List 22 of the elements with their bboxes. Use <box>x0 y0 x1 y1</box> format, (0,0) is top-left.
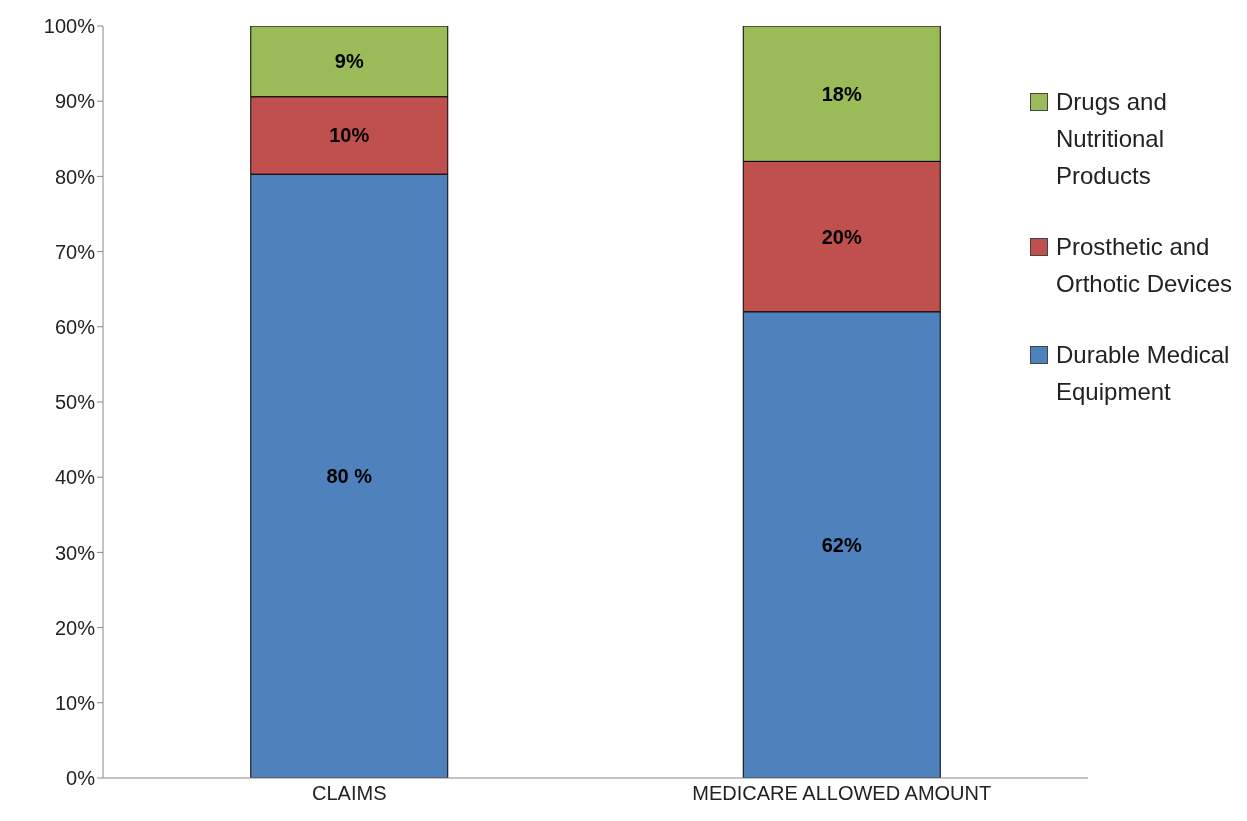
data-label: 18% <box>821 82 862 105</box>
y-tick-label: 10% <box>54 691 96 714</box>
y-tick-label: 90% <box>54 90 96 113</box>
y-tick-label: 60% <box>54 315 96 338</box>
data-label: 20% <box>821 225 862 248</box>
legend-label: Prosthetic and Orthotic Devices <box>1056 232 1234 299</box>
y-tick-label: 0% <box>66 767 96 790</box>
data-label: 9% <box>334 50 364 73</box>
y-tick-label: 30% <box>54 541 96 564</box>
y-tick-label: 70% <box>54 240 96 263</box>
data-label: 80 % <box>326 465 373 488</box>
y-tick-label: 20% <box>54 616 96 639</box>
y-tick-label: 40% <box>54 466 96 489</box>
data-label: 62% <box>821 533 862 556</box>
y-tick-label: 80% <box>54 165 96 188</box>
legend-label: Durable Medical Equipment <box>1056 340 1231 407</box>
x-tick-label: CLAIMS <box>312 782 387 805</box>
data-label: 10% <box>329 124 370 147</box>
legend-label: Drugs and Nutritional Products <box>1056 87 1168 191</box>
y-tick-label: 100% <box>43 15 96 38</box>
x-tick-label: MEDICARE ALLOWED AMOUNT <box>692 782 992 805</box>
y-tick-label: 50% <box>54 391 96 414</box>
